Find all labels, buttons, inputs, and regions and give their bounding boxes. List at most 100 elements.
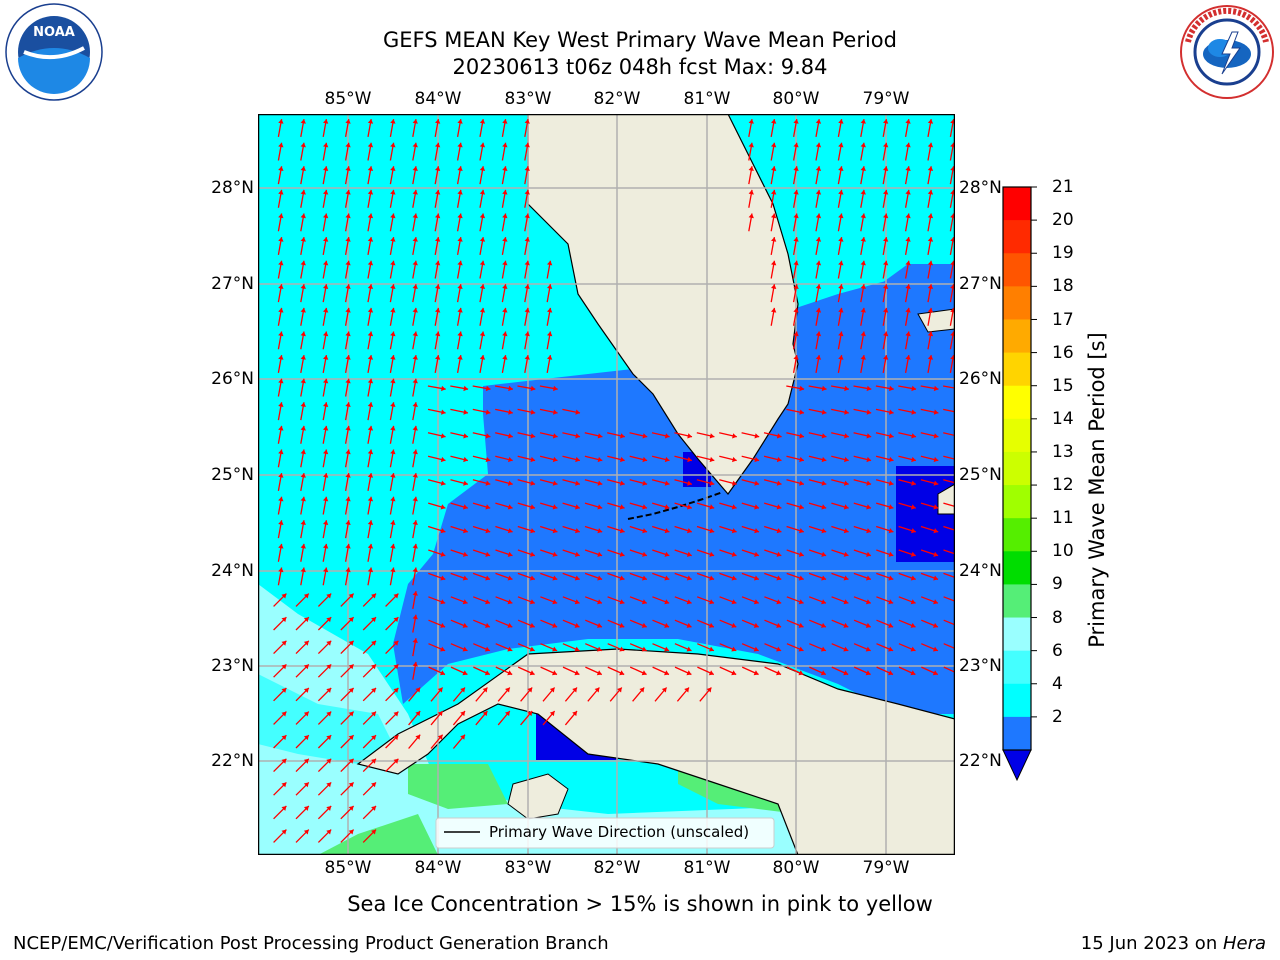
direction-arrow [427,408,446,415]
direction-arrow [542,687,556,702]
direction-arrow [295,687,310,702]
direction-arrow [428,502,446,510]
direction-arrow [920,502,939,510]
direction-arrow [517,502,536,510]
direction-arrow [815,166,822,185]
direction-arrow [808,502,827,510]
direction-arrow [585,666,603,676]
direction-arrow [412,118,418,138]
direction-arrow [927,213,934,232]
direction-arrow [524,189,530,208]
direction-arrow [540,502,558,510]
direction-arrow [524,331,530,350]
colorbar-segment [1003,253,1031,287]
direction-arrow [344,189,351,208]
direction-arrow [674,666,692,676]
direction-arrow [367,307,374,326]
direction-arrow [564,710,578,726]
direction-arrow [830,385,850,392]
direction-arrow [882,331,889,350]
direction-arrow [607,455,625,463]
direction-arrow [322,402,329,421]
direction-arrow [367,472,374,492]
noaa-logo-text: NOAA [33,25,75,40]
direction-arrow [831,643,849,652]
direction-arrow [428,596,446,605]
colorbar-segment [1003,352,1031,387]
direction-arrow [344,213,351,232]
footer-host: Hera [1222,933,1266,954]
direction-arrow [831,455,849,463]
direction-arrow [501,142,508,161]
direction-arrow [607,432,625,439]
direction-arrow [300,118,306,138]
direction-arrow [450,596,468,605]
direction-arrow [277,118,284,138]
direction-arrow [412,614,418,633]
direction-arrow [786,525,804,534]
direction-arrow [427,432,446,439]
direction-arrow [741,549,760,557]
direction-arrow [412,661,418,680]
direction-arrow [277,520,284,539]
direction-arrow [674,455,693,463]
direction-arrow [389,472,396,492]
direction-arrow [920,479,939,486]
footer-right: 15 Jun 2023 on Hera [1081,933,1266,955]
wave-period-map: Primary Wave Direction (unscaled) [257,113,962,856]
direction-arrow [300,260,306,279]
direction-arrow [629,525,648,534]
direction-arrow [501,331,508,350]
direction-arrow [495,502,513,510]
direction-arrow [882,354,889,374]
direction-arrow [300,142,306,161]
direction-arrow [322,213,329,232]
direction-arrow [539,432,558,439]
direction-arrow [786,385,805,392]
direction-arrow [629,432,648,439]
direction-arrow [273,663,287,678]
direction-arrow [340,711,355,725]
direction-arrow [495,408,513,415]
direction-arrow [430,734,444,749]
direction-arrow [472,385,491,392]
colorbar-tick-label: 2 [1052,706,1063,727]
direction-arrow [540,619,558,628]
direction-arrow [367,260,374,279]
direction-arrow [340,616,355,631]
direction-arrow [920,572,939,581]
direction-arrow [652,525,670,534]
isla-juventud [507,773,569,820]
direction-arrow [344,307,351,326]
direction-arrow [876,525,894,534]
lat-label-right: 24°N [959,561,1002,581]
direction-arrow [607,643,625,652]
direction-arrow [585,643,603,652]
direction-arrow [882,142,889,161]
direction-arrow [837,213,844,232]
direction-arrow [763,455,782,463]
direction-arrow [389,567,396,586]
direction-arrow [719,596,737,605]
direction-arrow [322,118,329,138]
direction-arrow [322,425,329,444]
direction-arrow [452,734,466,749]
direction-arrow [479,213,486,232]
lon-label-top: 84°W [414,89,462,109]
lat-label-right: 22°N [959,751,1002,771]
direction-arrow [837,331,844,350]
direction-arrow [412,496,418,515]
direction-arrow [904,260,911,279]
direction-arrow [277,402,284,421]
direction-arrow [815,118,822,138]
direction-arrow [837,354,844,374]
direction-arrow [584,525,603,534]
direction-arrow [792,284,799,303]
direction-arrow [367,118,374,138]
direction-arrow [921,619,939,628]
direction-arrow [748,118,754,138]
direction-arrow [389,543,396,562]
direction-arrow [831,549,849,557]
direction-arrow [524,166,530,185]
direction-arrow [584,572,603,581]
